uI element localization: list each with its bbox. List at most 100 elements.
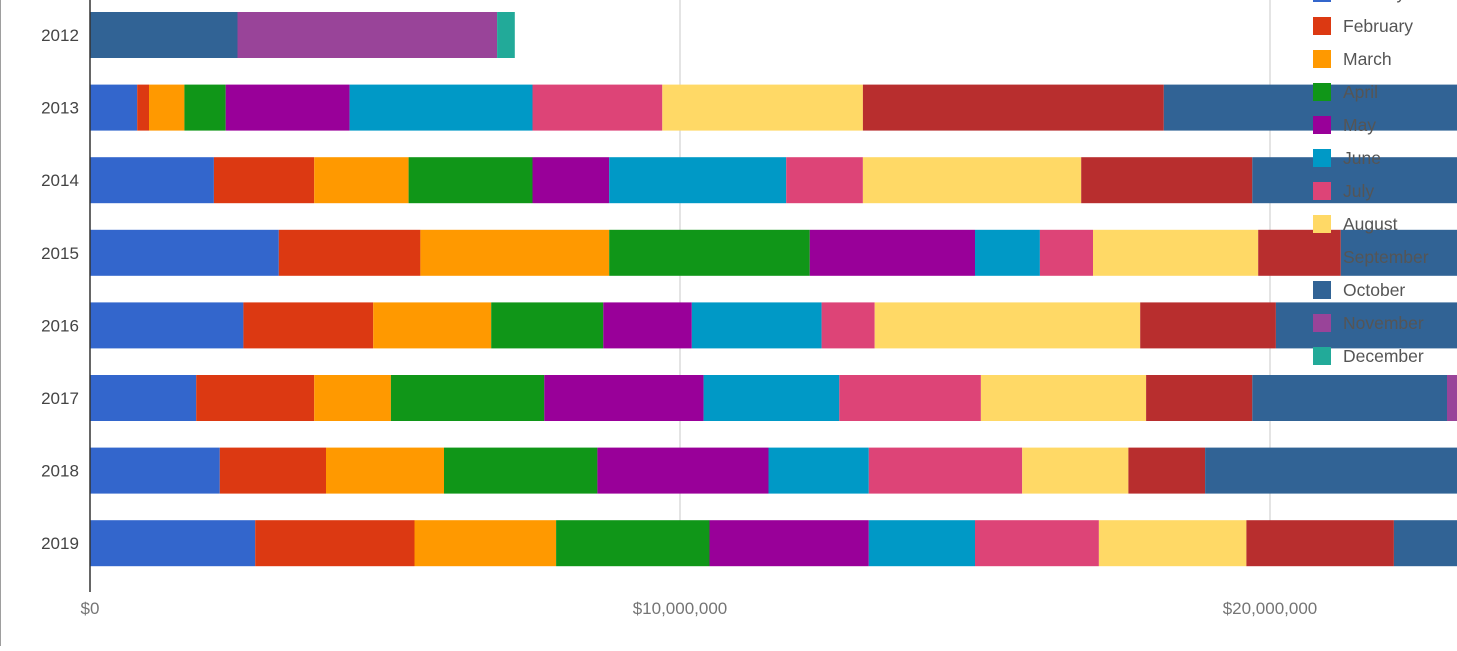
bar-segment[interactable] xyxy=(314,375,391,421)
x-tick-label: $0 xyxy=(81,599,100,618)
bar-segment[interactable] xyxy=(609,229,810,276)
legend-item[interactable]: October xyxy=(1313,280,1405,300)
bar-segment[interactable] xyxy=(90,520,256,567)
bar-segment[interactable] xyxy=(196,375,315,421)
bar-segment[interactable] xyxy=(1022,447,1129,494)
bar-segment[interactable] xyxy=(184,84,226,131)
legend-item[interactable]: November xyxy=(1313,313,1424,333)
bar-segment[interactable] xyxy=(1275,302,1457,349)
bar-segment[interactable] xyxy=(1393,520,1457,567)
bar-segment[interactable] xyxy=(213,157,315,204)
legend-swatch xyxy=(1313,248,1331,266)
bar-segment[interactable] xyxy=(1252,375,1447,421)
bar-segment[interactable] xyxy=(90,375,197,421)
bar-segment[interactable] xyxy=(390,375,545,421)
bar-segment[interactable] xyxy=(597,447,769,494)
bar-segment[interactable] xyxy=(975,520,1099,567)
bar-segment[interactable] xyxy=(1340,229,1457,276)
bar-segment[interactable] xyxy=(491,302,604,349)
legend-item[interactable]: June xyxy=(1313,148,1381,168)
bar-segment[interactable] xyxy=(1081,157,1253,204)
x-tick-label: $10,000,000 xyxy=(633,599,728,618)
bar-segment[interactable] xyxy=(1205,447,1457,494)
legend-item[interactable]: July xyxy=(1313,181,1374,201)
bar-segment[interactable] xyxy=(868,520,975,567)
bar-segment[interactable] xyxy=(1146,375,1253,421)
legend-label: August xyxy=(1343,214,1398,234)
bar-segment[interactable] xyxy=(1140,302,1276,349)
bar-segment[interactable] xyxy=(662,84,863,131)
bar-segment[interactable] xyxy=(1246,520,1394,567)
legend-swatch xyxy=(1313,182,1331,200)
y-category-label: 2012 xyxy=(41,26,79,45)
bar-segment[interactable] xyxy=(90,229,279,276)
y-category-label: 2014 xyxy=(41,171,79,190)
bar-segment[interactable] xyxy=(532,157,610,204)
legend-label: June xyxy=(1343,148,1381,168)
bar-segment[interactable] xyxy=(349,84,533,131)
bar-segment[interactable] xyxy=(497,12,515,58)
bar-segment[interactable] xyxy=(237,12,498,58)
legend-swatch xyxy=(1313,116,1331,134)
bar-segment[interactable] xyxy=(243,302,374,349)
legend-item[interactable]: February xyxy=(1313,16,1413,36)
bar-segment[interactable] xyxy=(255,520,415,567)
bar-segment[interactable] xyxy=(219,447,326,494)
bar-segment[interactable] xyxy=(862,84,1164,131)
bar-segment[interactable] xyxy=(90,302,244,349)
bar-segment[interactable] xyxy=(862,157,1082,204)
bar-segment[interactable] xyxy=(874,302,1141,349)
legend-label: July xyxy=(1343,181,1374,201)
bar-segment[interactable] xyxy=(90,157,214,204)
legend-item[interactable]: January xyxy=(1313,0,1406,3)
bar-segment[interactable] xyxy=(149,84,185,131)
legend-swatch xyxy=(1313,17,1331,35)
bar-segment[interactable] xyxy=(225,84,350,131)
bar-segment[interactable] xyxy=(137,84,149,131)
bar-segment[interactable] xyxy=(703,375,840,421)
legend-item[interactable]: September xyxy=(1313,247,1429,267)
bar-segment[interactable] xyxy=(278,229,421,276)
bar-segment[interactable] xyxy=(603,302,692,349)
bar-segment[interactable] xyxy=(809,229,975,276)
legend-item[interactable]: May xyxy=(1313,115,1376,135)
bar-segment[interactable] xyxy=(414,520,557,567)
bar-segment[interactable] xyxy=(821,302,875,349)
bar-segment[interactable] xyxy=(90,84,138,131)
legend-item[interactable]: December xyxy=(1313,346,1424,366)
legend-label: November xyxy=(1343,313,1424,333)
bar-segment[interactable] xyxy=(314,157,409,204)
bar-segment[interactable] xyxy=(373,302,492,349)
bar-segment[interactable] xyxy=(768,447,869,494)
legend[interactable]: January February March April May June July Augu… xyxy=(1313,0,1429,366)
bar-segment[interactable] xyxy=(90,12,238,58)
bar-segment[interactable] xyxy=(839,375,981,421)
bar-segment[interactable] xyxy=(1098,520,1247,567)
bar-segment[interactable] xyxy=(786,157,863,204)
legend-swatch xyxy=(1313,149,1331,167)
bar-segment[interactable] xyxy=(556,520,710,567)
bar-segment[interactable] xyxy=(1093,229,1259,276)
bar-segment[interactable] xyxy=(90,447,220,494)
bar-segment[interactable] xyxy=(544,375,704,421)
bar-segment[interactable] xyxy=(1128,447,1206,494)
bar-segment[interactable] xyxy=(1163,84,1457,131)
bar-segment[interactable] xyxy=(444,447,598,494)
bar-segment[interactable] xyxy=(691,302,822,349)
legend-item[interactable]: April xyxy=(1313,82,1378,102)
legend-item[interactable]: March xyxy=(1313,49,1392,69)
legend-item[interactable]: August xyxy=(1313,214,1398,234)
bar-segment[interactable] xyxy=(408,157,533,204)
bar-segment[interactable] xyxy=(1447,375,1457,421)
legend-swatch xyxy=(1313,347,1331,365)
bar-segment[interactable] xyxy=(326,447,444,494)
bar-segment[interactable] xyxy=(868,447,1023,494)
bar-segment[interactable] xyxy=(420,229,610,276)
bar-segment[interactable] xyxy=(1039,229,1093,276)
bar-segment[interactable] xyxy=(709,520,869,567)
bar-segment[interactable] xyxy=(532,84,663,131)
bar-segment[interactable] xyxy=(980,375,1147,421)
bar-segment[interactable] xyxy=(609,157,787,204)
bar-segment[interactable] xyxy=(1252,157,1457,204)
bar-segment[interactable] xyxy=(975,229,1040,276)
